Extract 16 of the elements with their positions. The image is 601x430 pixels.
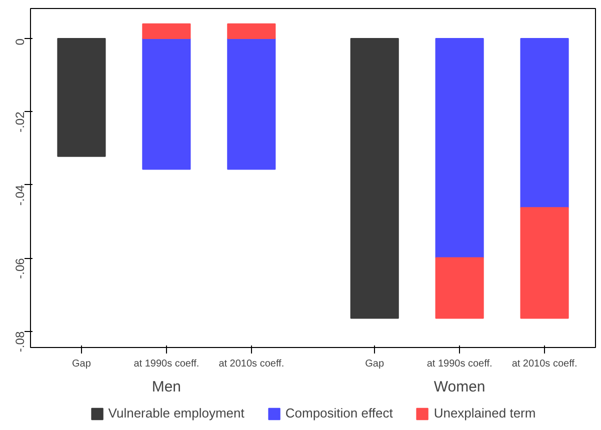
text: Women — [434, 378, 486, 396]
x-tick-label: at 1990s coeff. — [134, 358, 200, 370]
x-tick-label: at 1990s coeff. — [426, 358, 492, 370]
x-tick-label: at 2010s coeff. — [512, 358, 578, 370]
y-tick-label: -.04 — [13, 184, 27, 206]
y-tick-label: -.08 — [13, 331, 27, 352]
legend-label: Composition effect — [285, 406, 393, 420]
y-tick-label: 0 — [13, 38, 27, 46]
y-tick-label: -.02 — [13, 111, 27, 132]
y-tick-label: -.06 — [13, 258, 27, 279]
x-tick-label: Gap — [365, 358, 384, 370]
text: Men — [152, 378, 182, 396]
x-tick-label: Gap — [72, 358, 92, 370]
legend-label: Vulnerable employment — [108, 406, 244, 420]
legend-label: Unexplained term — [434, 406, 536, 420]
x-tick-label: at 2010s coeff. — [218, 358, 284, 370]
